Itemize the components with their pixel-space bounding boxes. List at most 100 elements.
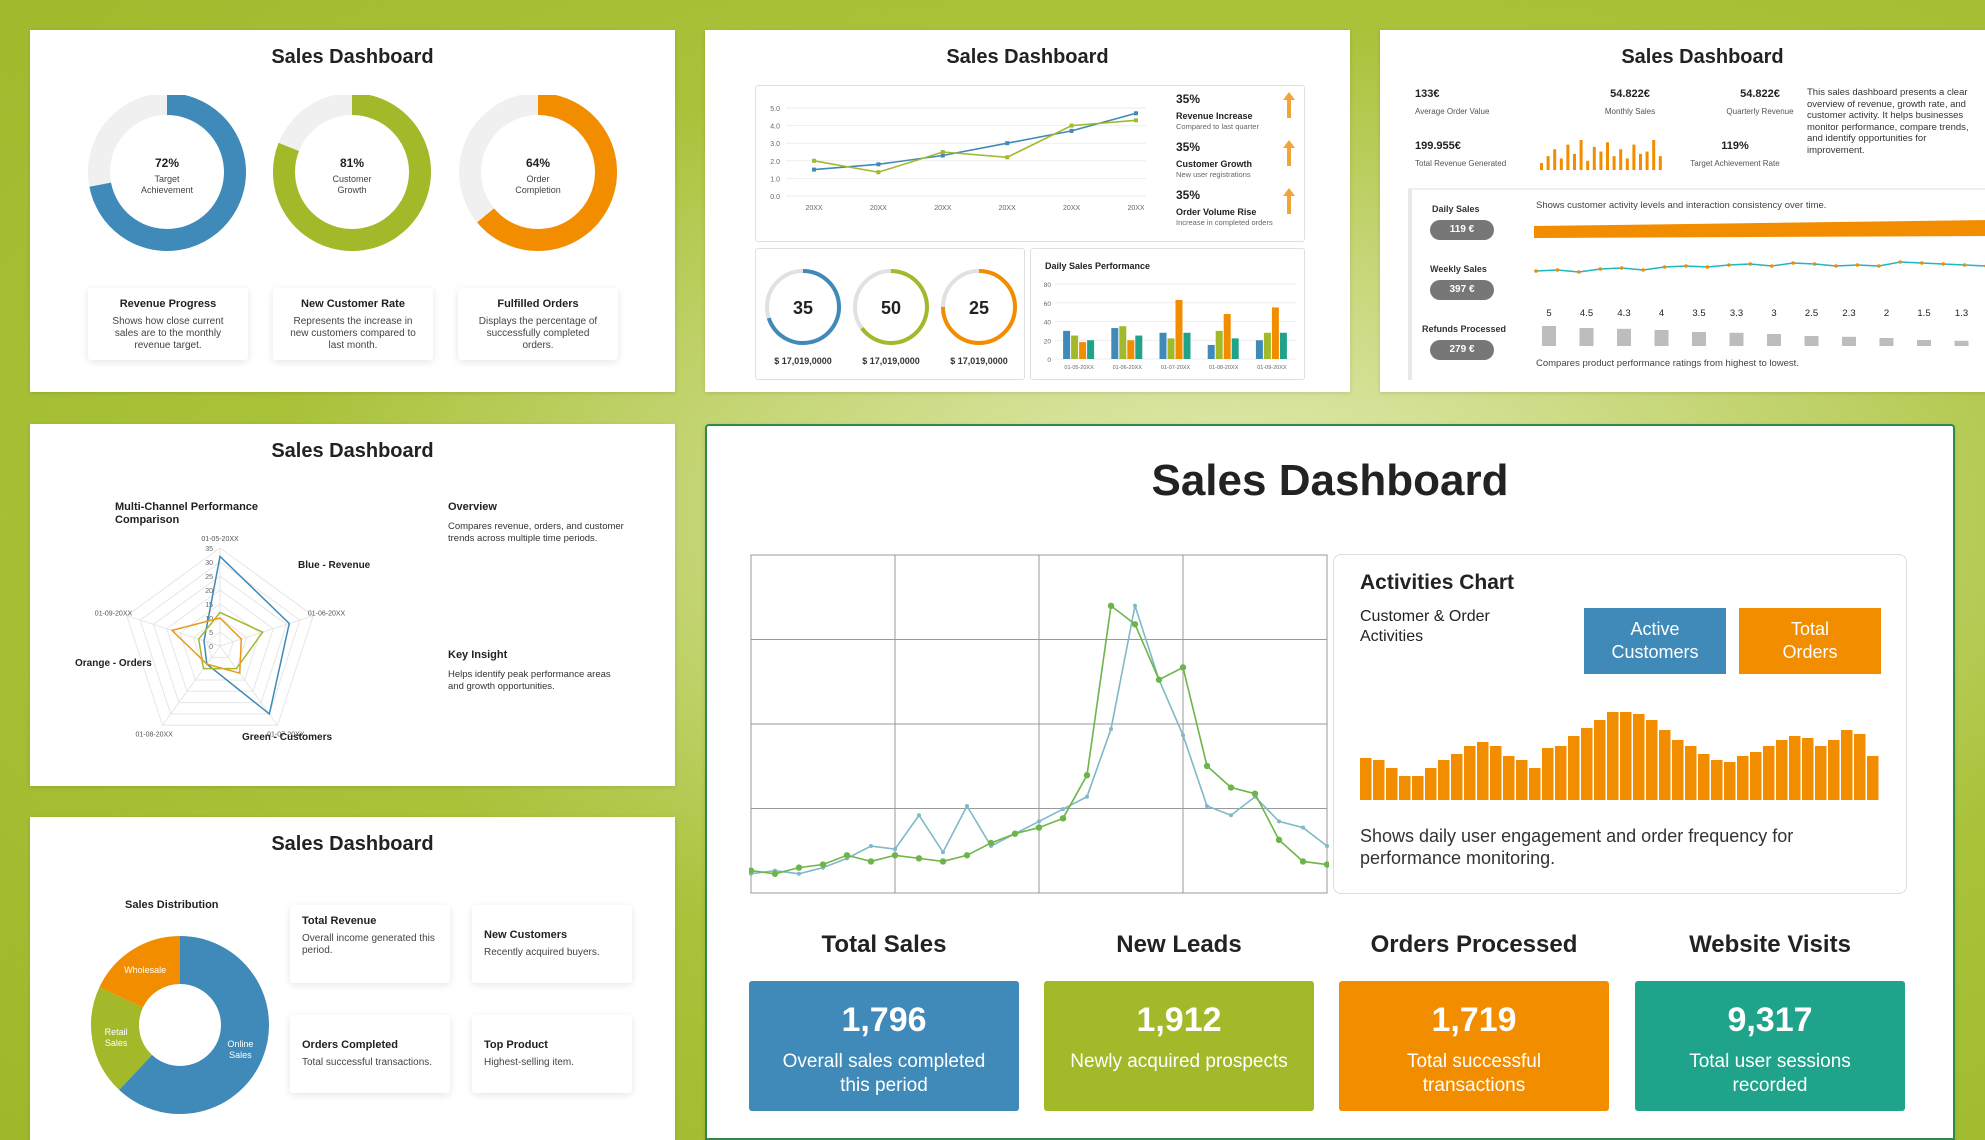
weekly-point [1748,262,1753,266]
donut-label: Growth [337,185,366,195]
radar-grid [206,631,234,658]
weekly-point [1855,263,1860,267]
mini-bar [1592,146,1596,170]
mini-bar [1612,156,1616,170]
bar-chart: 80 60 40 20 0 01-05-20XX 01-06-20XX 01-07-20XX 0… [1044,282,1296,371]
card-total-revenue: Total Revenue Overall income generated t… [290,905,450,983]
activity-bar [1737,756,1749,800]
card-desc: Overall income generated this period. [302,933,435,956]
donut-label: Customer [332,174,371,184]
stat-sub: New user registrations [1176,170,1251,179]
row-label-refunds: Refunds Processed [1422,324,1507,334]
card-title: Orders Completed [302,1039,398,1051]
stat-item: 35% Revenue Increase Compared to last qu… [1176,92,1301,140]
donut-pct: 72% [155,156,179,170]
series-point [1131,621,1139,628]
series-point [749,867,755,874]
rating-label: 2.5 [1805,308,1818,319]
donut-label: Order [526,174,549,184]
series-point [1181,733,1185,738]
series-point [1069,123,1074,128]
activity-bar [1828,740,1840,800]
radar-tick: 30 [205,560,213,567]
weekly-point [1534,269,1538,273]
donut-pct: 64% [526,156,550,170]
weekly-point [1555,268,1560,272]
ring-arc [941,269,1017,345]
metric-total-revenue: 199.955€ Total Revenue Generated [1415,140,1506,168]
stat-sub: Compared to last quarter [1176,122,1259,131]
activity-bar [1646,720,1658,800]
bar [1167,338,1175,359]
bar-chart-frame: Daily Sales Performance 80 60 40 20 0 01-05-2… [1030,248,1305,380]
activities-title: Activities Chart [1360,571,1515,594]
slice-label: Sales [229,1050,252,1060]
series-point [939,858,947,865]
ring-amount: $ 17,019,0000 [950,356,1008,366]
activity-bar [1867,756,1879,800]
panel-title: Sales Dashboard [271,440,434,462]
bar [1263,332,1271,359]
series-line [813,119,1137,174]
activity-bar [1412,776,1424,800]
rating-bar [1879,338,1894,346]
mini-bar [1658,156,1662,170]
slice-label: Retail [105,1027,128,1037]
donut-label: Completion [515,185,561,195]
activity-bar [1620,712,1632,800]
kpi-title-website-visits: Website Visits [1689,931,1851,958]
card-revenue-progress: Revenue Progress Shows how close current… [88,288,248,360]
panel-revenue: Sales Dashboard 133€ Average Order Value… [1380,30,1985,392]
ring-value: 35 [793,298,813,318]
y-tick-label: 3.0 [770,141,780,148]
y-tick-label: 60 [1044,301,1052,308]
active-customers-button[interactable]: Active Customers [1584,608,1726,674]
line-chart: 5.0 4.0 3.0 2.0 1.0 0.0 20XX 20XX 20XX 20XX 20XX 20… [770,106,1146,212]
activity-bar [1594,720,1606,800]
card-desc: Highest-selling item. [484,1057,575,1068]
activity-bar [1464,746,1476,800]
row-label-daily: Daily Sales [1432,204,1480,214]
activity-bar [1542,748,1554,800]
description: This sales dashboard presents a clear ov… [1807,87,1969,156]
row-label-weekly: Weekly Sales [1430,264,1487,274]
activities-subtitle: Customer & Order Activities [1360,608,1490,645]
total-orders-button[interactable]: Total Orders [1739,608,1881,674]
y-tick-label: 0.0 [770,194,780,201]
ring-gauges: 35 $ 17,019,0000 50 $ 17,019,0000 25 $ 17,019… [765,269,1017,366]
legend-orange: Orange - Orders [75,658,152,669]
kpi-value: 1,796 [841,1001,927,1039]
series-point [843,852,851,859]
series-point [819,861,827,868]
radar-series [203,554,291,716]
bar [1063,330,1071,359]
panel-title: Sales Dashboard [271,833,434,855]
donut-pct: 81% [340,156,364,170]
kpi-desc: Total successful transactions [1406,1051,1542,1096]
activity-bar [1750,752,1762,800]
activity-bar [1490,746,1502,800]
weekly-point [1662,265,1667,269]
bar [1271,307,1279,359]
bar [1183,332,1191,359]
pie-title: Sales Distribution [125,899,219,911]
activity-bar [1568,736,1580,800]
kpi-value: 9,317 [1727,1001,1813,1039]
series-point [1251,790,1259,797]
legend-blue: Blue - Revenue [298,560,371,571]
arrow-up-icon [1283,140,1295,166]
series-point [1069,128,1074,133]
series-point [795,864,803,871]
series-point [1323,861,1329,868]
radar-axis-label: 01-07-20XX [267,731,305,738]
x-tick-label: 01-05-20XX [1064,365,1094,371]
rating-label: 3.5 [1692,308,1705,319]
weekly-point [1727,263,1731,267]
card-new-customers: New Customers Recently acquired buyers. [472,905,632,983]
rating-bar [1617,328,1631,346]
bar [1223,314,1231,359]
activity-bar [1789,736,1801,800]
weekly-point [1834,264,1838,268]
overview-text: Compares revenue, orders, and customer t… [448,521,624,544]
